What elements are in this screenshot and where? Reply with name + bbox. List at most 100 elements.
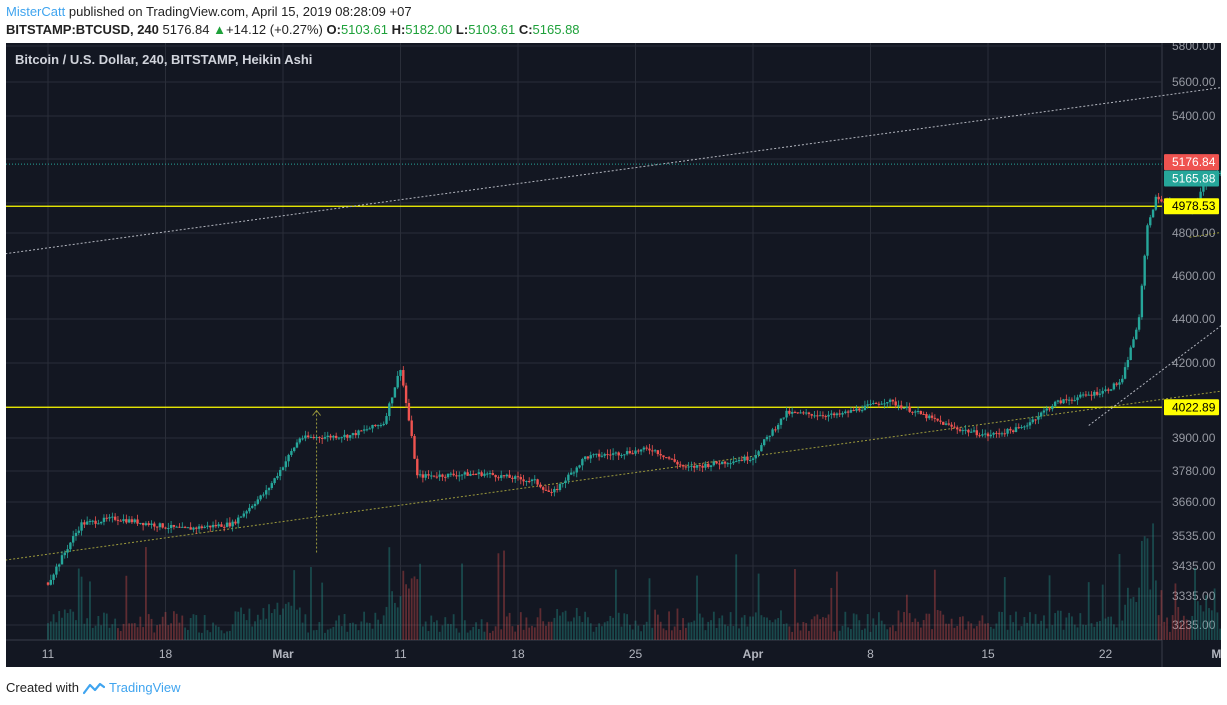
price-change: +14.12 (+0.27%) xyxy=(226,22,323,37)
candle-body xyxy=(1143,255,1146,286)
volume-bar xyxy=(522,629,525,640)
volume-bar xyxy=(573,617,575,640)
volume-bar xyxy=(1126,587,1129,640)
candle-body xyxy=(1202,186,1205,192)
candle-body xyxy=(726,463,730,465)
volume-bar xyxy=(1168,631,1171,640)
volume-bar xyxy=(987,623,989,640)
candle-body xyxy=(133,519,136,523)
candle-body xyxy=(169,524,173,529)
candle-body xyxy=(790,411,794,414)
volume-bar xyxy=(427,631,430,640)
candle-body xyxy=(860,410,864,412)
volume-bar xyxy=(1154,580,1157,640)
author-link[interactable]: MisterCatt xyxy=(6,4,66,19)
volume-bar xyxy=(1026,622,1029,640)
y-tick-label: 3235.00 xyxy=(1172,618,1216,632)
volume-bar xyxy=(220,630,223,640)
volume-bar xyxy=(514,631,517,640)
volume-bar xyxy=(581,622,584,640)
volume-bar xyxy=(749,616,752,640)
candle-body xyxy=(816,415,819,417)
volume-bar xyxy=(673,626,676,640)
volume-bar xyxy=(903,612,905,640)
volume-bar xyxy=(245,620,248,640)
price-badge-label: 4978.53 xyxy=(1172,199,1216,213)
volume-bar xyxy=(1205,595,1208,640)
candle-body xyxy=(49,579,52,585)
volume-bar xyxy=(1040,620,1043,640)
volume-bar xyxy=(822,617,824,640)
volume-bar xyxy=(715,627,718,640)
candle-body xyxy=(891,399,895,402)
candle-body xyxy=(348,435,352,438)
candle-body xyxy=(544,489,548,491)
volume-bar xyxy=(931,629,933,640)
volume-bar xyxy=(1213,588,1216,640)
candle-body xyxy=(60,555,64,565)
candle-body xyxy=(130,519,134,523)
volume-bar xyxy=(833,631,836,640)
volume-bar xyxy=(1196,601,1199,640)
volume-bar xyxy=(1034,614,1037,640)
candle-body xyxy=(846,411,850,413)
candle-body xyxy=(961,430,965,432)
price-chart[interactable]: 5800.005600.005400.005200.005000.004800.… xyxy=(6,43,1221,667)
volume-bar xyxy=(945,623,947,640)
candle-body xyxy=(500,475,503,478)
volume-bar xyxy=(276,602,279,640)
candle-body xyxy=(869,403,872,405)
candle-body xyxy=(687,466,690,468)
candle-body xyxy=(1154,196,1158,210)
candle-body xyxy=(1101,390,1104,394)
candle-body xyxy=(992,432,995,435)
volume-bar xyxy=(234,611,237,640)
volume-bar xyxy=(914,618,917,640)
volume-bar xyxy=(100,625,103,640)
candle-body xyxy=(972,430,976,432)
candle-body xyxy=(514,476,517,479)
candle-body xyxy=(295,442,299,448)
tradingview-brand-link[interactable]: TradingView xyxy=(108,680,181,695)
candle-body xyxy=(1118,382,1121,385)
volume-bar xyxy=(864,628,866,640)
candle-body xyxy=(620,455,623,457)
x-tick-label: May xyxy=(1211,647,1221,661)
volume-bar xyxy=(55,622,58,640)
candle-body xyxy=(930,415,934,418)
volume-bar xyxy=(847,627,850,640)
candle-body xyxy=(189,527,192,530)
volume-bar xyxy=(371,628,374,640)
candle-body xyxy=(765,436,769,440)
candle-body xyxy=(1132,339,1135,348)
candle-body xyxy=(1067,399,1071,401)
volume-bar xyxy=(872,618,875,640)
tradingview-logo-icon xyxy=(82,682,105,694)
volume-bar xyxy=(318,622,321,640)
volume-bar xyxy=(598,623,601,640)
volume-bar xyxy=(324,632,326,640)
volume-bar xyxy=(1082,624,1085,640)
volume-bar xyxy=(435,620,438,640)
volume-bar xyxy=(900,622,903,640)
candle-body xyxy=(1073,400,1076,402)
candle-body xyxy=(354,433,357,436)
candle-body xyxy=(933,417,937,419)
volume-bar xyxy=(405,584,407,640)
volume-bar xyxy=(452,614,455,640)
candle-body xyxy=(85,521,89,525)
volume-bar xyxy=(1191,615,1194,640)
volume-bar xyxy=(970,623,973,640)
volume-bar xyxy=(52,614,55,640)
candle-body xyxy=(139,522,142,524)
volume-bar xyxy=(668,611,670,640)
x-tick-label: Mar xyxy=(272,647,294,661)
candle-body xyxy=(402,370,405,386)
volume-bar xyxy=(629,624,631,640)
volume-bar xyxy=(1048,575,1051,640)
candle-body xyxy=(623,454,626,456)
candle-body xyxy=(382,423,385,426)
candle-body xyxy=(986,433,990,437)
volume-bar xyxy=(718,618,721,640)
candle-body xyxy=(83,522,86,525)
